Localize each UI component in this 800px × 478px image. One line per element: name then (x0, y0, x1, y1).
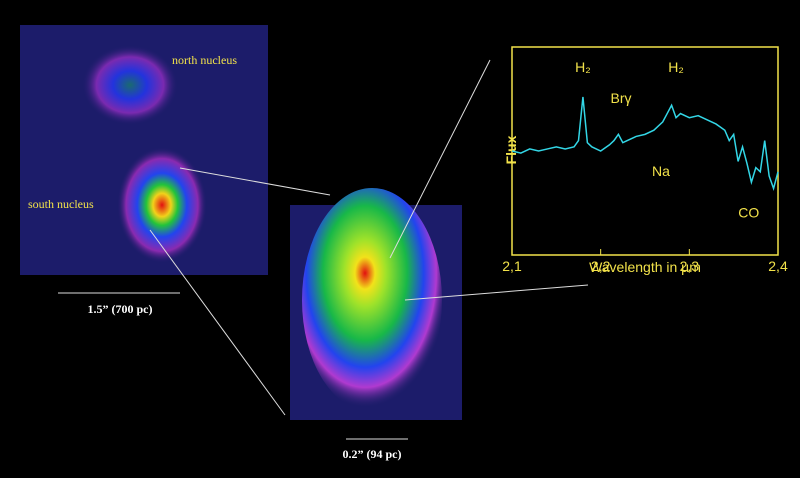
x-tick-label: 2,4 (768, 258, 788, 274)
north-label: north nucleus (172, 53, 237, 67)
scale-mid: 0.2” (94 pc) (343, 447, 402, 461)
x-tick-label: 2,2 (591, 258, 611, 274)
south-label: south nucleus (28, 197, 94, 211)
spectrum-line (511, 96, 779, 191)
annotation: CO (738, 205, 759, 221)
annotation: H₂ (575, 59, 591, 75)
annotation: Brγ (611, 90, 632, 106)
spectrum: Flux Wavelength in µm (503, 46, 779, 275)
plot-frame (511, 46, 779, 256)
x-label: Wavelength in µm (589, 259, 701, 275)
connectors (58, 59, 589, 440)
annotation: Na (652, 163, 670, 179)
north-blob (82, 45, 178, 125)
x-tick-label: 2,3 (680, 258, 700, 274)
mid-blob (302, 188, 442, 412)
annotation: H₂ (668, 59, 684, 75)
x-tick-label: 2,1 (502, 258, 522, 274)
y-label: Flux (503, 135, 519, 164)
south-blob (117, 147, 207, 263)
scale-left: 1.5” (700 pc) (88, 302, 153, 316)
